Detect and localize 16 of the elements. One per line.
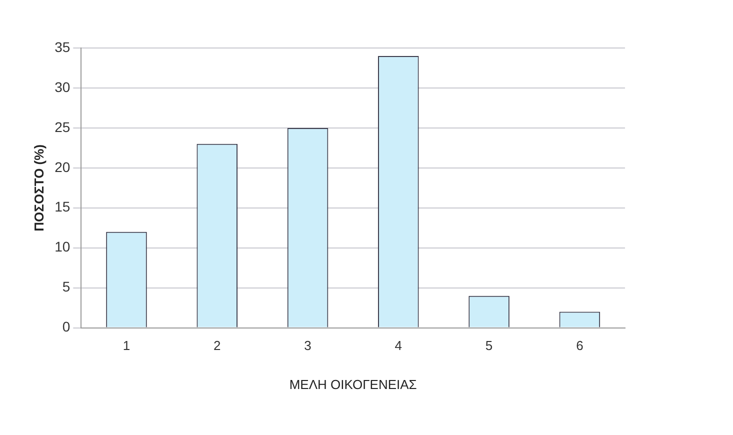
x-tick-label: 1 [122, 338, 130, 354]
y-tick-label: 20 [54, 158, 70, 175]
y-tick-label: 30 [54, 78, 70, 95]
y-tick-label: 15 [54, 198, 70, 215]
y-axis-title: ΠΟΣΟΣΤΟ (%) [31, 144, 46, 232]
y-tick-label: 10 [54, 238, 70, 255]
x-tick-label: 5 [485, 338, 493, 354]
x-tick-label: 6 [576, 338, 584, 354]
y-tick-label: 25 [54, 118, 70, 135]
x-tick-label: 2 [214, 338, 221, 354]
x-axis-title: ΜΕΛΗ ΟΙΚΟΓΕΝΕΙΑΣ [289, 376, 417, 392]
x-tick-label: 3 [304, 338, 312, 354]
x-tick-label: 4 [394, 338, 402, 354]
y-tick-label: 5 [62, 278, 70, 295]
y-tick-label: 0 [62, 318, 70, 335]
y-tick-label: 35 [54, 38, 70, 55]
